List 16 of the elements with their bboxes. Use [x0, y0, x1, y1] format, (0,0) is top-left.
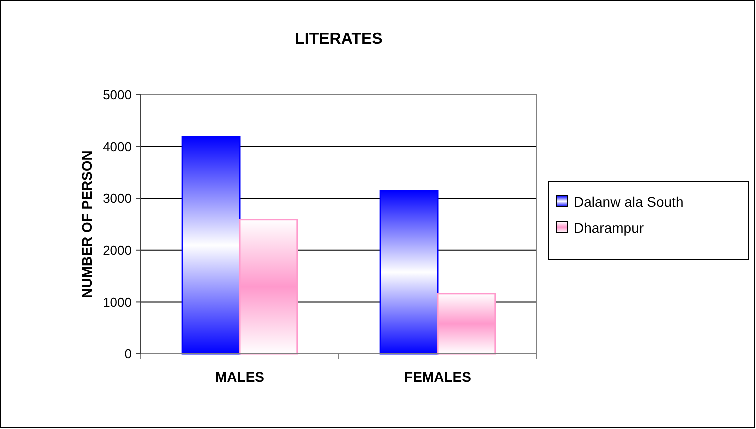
y-tick-label: 5000 [103, 88, 132, 103]
y-tick-label: 0 [124, 346, 132, 362]
bar [239, 219, 298, 355]
bar [380, 190, 439, 355]
y-tick-label: 1000 [103, 294, 132, 310]
x-tick-label: MALES [216, 369, 264, 385]
bar [437, 293, 496, 355]
y-tick-label: 3000 [103, 191, 132, 206]
legend-label: Dharampur [574, 220, 644, 236]
chart-title: LITERATES [295, 31, 384, 48]
legend-label: Dalanw ala South [574, 194, 684, 210]
y-tick-label: 4000 [103, 139, 132, 154]
y-tick-label: 2000 [103, 242, 132, 258]
bar [182, 136, 241, 355]
y-axis-title: NUMBER OF PERSON [79, 150, 95, 298]
x-tick-label: FEMALES [404, 369, 472, 385]
